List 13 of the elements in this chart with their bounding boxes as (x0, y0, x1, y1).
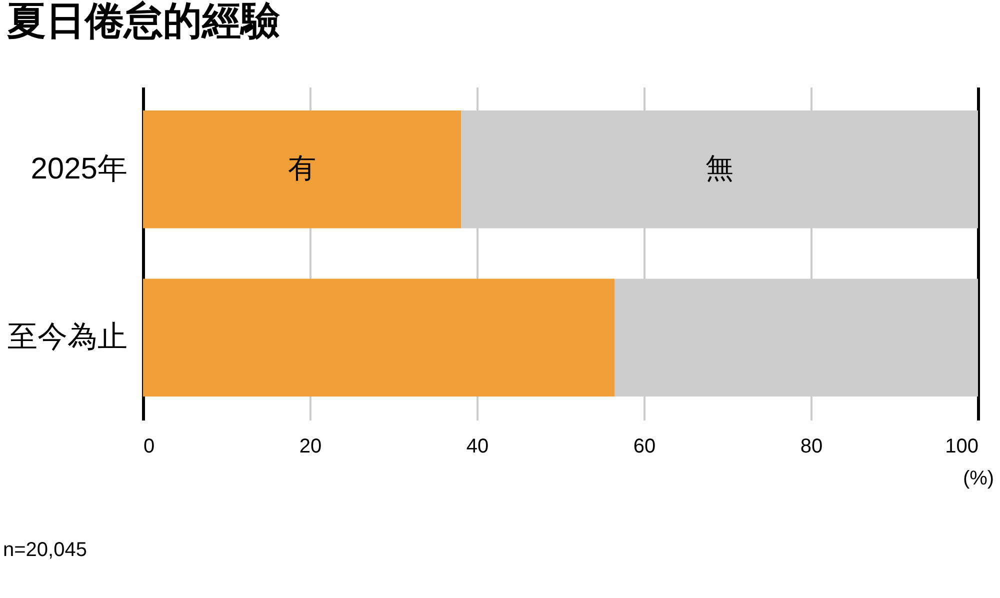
text: n=20,045 (3, 538, 87, 562)
x-tick-label: 80 (800, 436, 823, 458)
x-tick-label: 20 (299, 436, 322, 458)
x-axis-title: (%) (962, 468, 994, 490)
x-tick-label: 60 (633, 436, 656, 458)
series-label: 有 (288, 152, 316, 184)
chart-title: 夏日倦怠的經驗 (7, 0, 281, 43)
x-tick-label: 100 (945, 436, 978, 458)
y-tick-label: 2025年 (30, 152, 128, 186)
x-tick-label: 40 (466, 436, 489, 458)
y-tick-label: 至今為止 (8, 320, 128, 354)
x-tick-label: 0 (144, 436, 155, 458)
series-label: 無 (706, 152, 734, 184)
